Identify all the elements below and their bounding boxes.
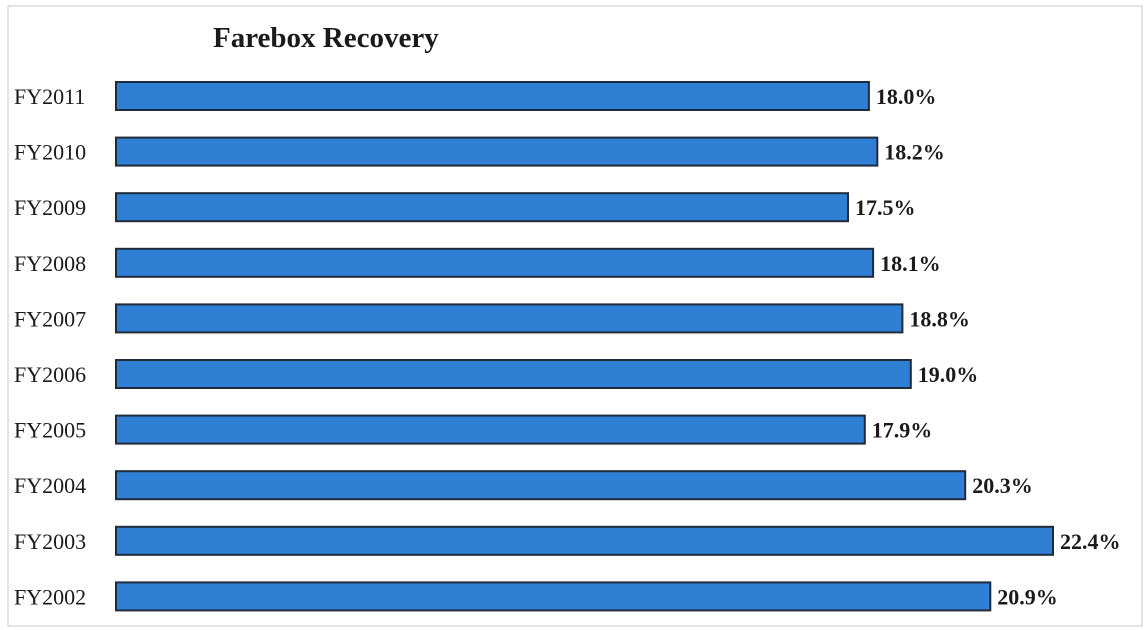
chart-border (7, 5, 1143, 627)
category-label: FY2006 (14, 362, 86, 387)
value-label: 17.5% (855, 195, 916, 220)
category-label: FY2011 (14, 84, 85, 109)
value-label: 19.0% (918, 362, 979, 387)
value-label: 17.9% (872, 418, 933, 443)
value-label: 18.1% (880, 251, 941, 276)
bar-fy2004 (115, 470, 967, 501)
category-label: FY2004 (14, 473, 86, 498)
value-label: 18.2% (884, 140, 945, 165)
category-label: FY2008 (14, 251, 86, 276)
bar-fy2008 (115, 247, 875, 278)
value-label: 18.0% (876, 84, 937, 109)
bars-layer (115, 81, 1054, 612)
bar-fy2010 (115, 136, 879, 167)
category-labels: FY2011 FY2010 FY2009 FY2008 FY2007 FY2006 FY20… (14, 84, 86, 609)
category-label: FY2007 (14, 306, 86, 331)
chart-title: Farebox Recovery (213, 22, 439, 54)
category-label: FY2010 (14, 140, 86, 165)
bar-fy2005 (115, 414, 866, 445)
value-labels: 18.0% 18.2% 17.5% 18.1% 18.8% 19.0% 17.9% 20.3%… (855, 84, 1121, 609)
value-label: 20.3% (972, 473, 1032, 498)
bar-fy2009 (115, 192, 849, 223)
category-label: FY2002 (14, 584, 86, 609)
category-label: FY2005 (14, 418, 86, 443)
category-label: FY2009 (14, 195, 86, 220)
value-label: 22.4% (1060, 529, 1121, 554)
bar-fy2007 (115, 303, 904, 334)
bar-fy2011 (115, 81, 870, 111)
value-label: 20.9% (997, 584, 1058, 609)
bar-fy2006 (115, 359, 912, 389)
value-label: 18.8% (909, 306, 970, 331)
bar-fy2003 (115, 525, 1054, 556)
category-label: FY2003 (14, 529, 86, 554)
bar-fy2002 (115, 581, 992, 612)
